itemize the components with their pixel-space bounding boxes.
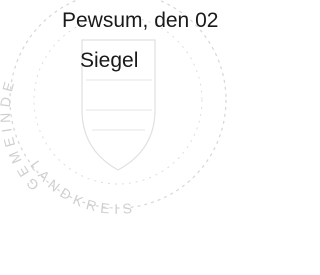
background (0, 0, 274, 275)
seal-label: Siegel (80, 49, 138, 72)
document-scan: GEMEINDE LANDKREIS Pewsum, den 02 Siegel (0, 0, 274, 275)
place-date: Pewsum, den 02 (62, 9, 218, 32)
page: GEMEINDE LANDKREIS Pewsum, den 02 Siegel… (0, 0, 320, 275)
